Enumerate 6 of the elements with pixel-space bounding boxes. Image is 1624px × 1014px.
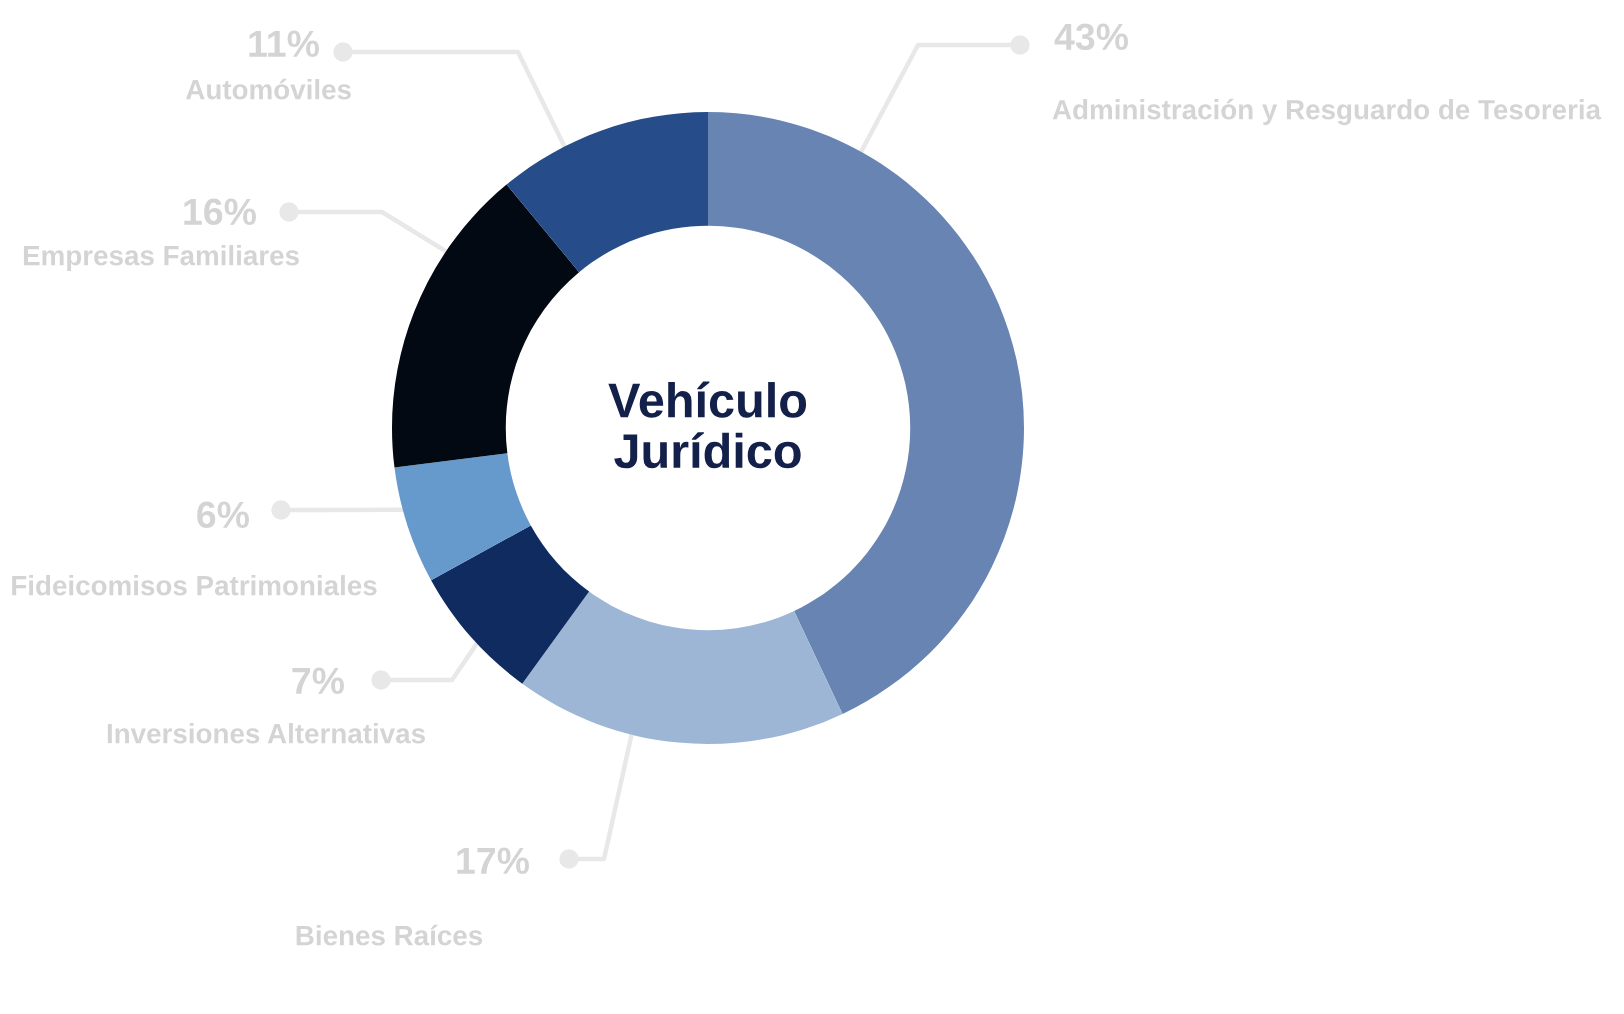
text: Vehículo Jurídico [608,381,807,469]
donut-slice [394,453,531,581]
donut-slice [392,184,580,468]
donut-slice [506,112,708,273]
donut-slice [431,525,590,684]
donut-slice [522,591,843,744]
